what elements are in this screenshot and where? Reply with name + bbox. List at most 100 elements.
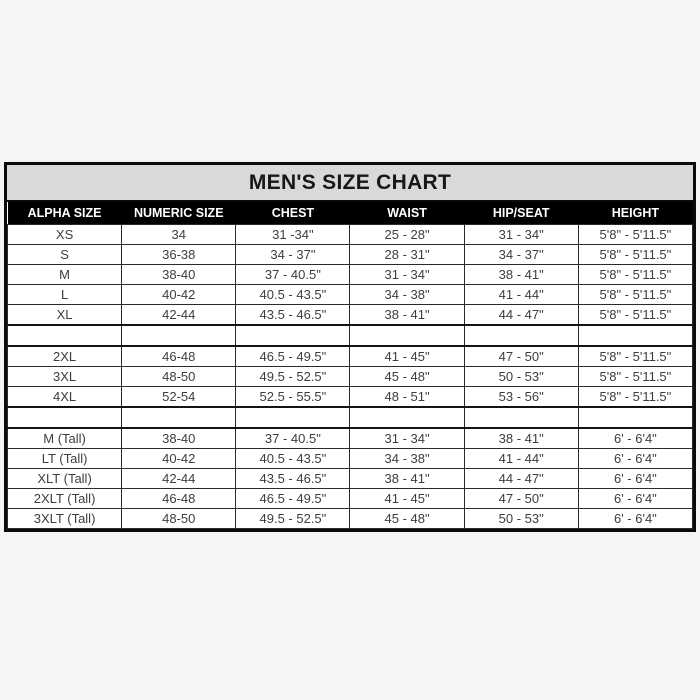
size-cell — [235, 406, 351, 429]
size-cell — [577, 324, 694, 347]
size-cell: 46-48 — [121, 488, 237, 509]
column-header-height: HEIGHT — [578, 202, 693, 225]
size-cell: 5'8" - 5'11.5" — [577, 224, 694, 245]
size-cell: 41 - 44" — [463, 448, 579, 469]
size-cell: 38 - 41" — [349, 468, 465, 489]
size-cell: 44 - 47" — [463, 468, 579, 489]
size-cell: 40-42 — [121, 448, 237, 469]
size-cell: 5'8" - 5'11.5" — [577, 264, 694, 285]
size-cell: 31 - 34" — [349, 427, 465, 449]
size-cell: 42-44 — [121, 468, 237, 489]
size-cell: 5'8" - 5'11.5" — [577, 304, 694, 326]
column-header-numeric-size: NUMERIC SIZE — [121, 202, 236, 225]
size-cell: 5'8" - 5'11.5" — [577, 366, 694, 387]
size-cell: 5'8" - 5'11.5" — [577, 386, 694, 408]
size-cell: 43.5 - 46.5" — [235, 304, 351, 326]
size-cell: L — [6, 284, 123, 305]
size-cell: 31 -34" — [235, 224, 351, 245]
size-cell: 37 - 40.5" — [235, 427, 351, 449]
table-row: XS 34 31 -34" 25 - 28" 31 - 34" 5'8" - 5… — [6, 224, 694, 245]
table-row: 2XL 46-48 46.5 - 49.5" 41 - 45" 47 - 50"… — [6, 345, 694, 367]
size-cell: 48-50 — [121, 508, 237, 529]
table-row: S 36-38 34 - 37" 28 - 31" 34 - 37" 5'8" … — [6, 244, 694, 265]
size-cell — [463, 324, 579, 347]
size-cell: 34 - 38" — [349, 284, 465, 305]
size-cell — [121, 406, 237, 429]
size-cell: LT (Tall) — [6, 448, 123, 469]
size-cell: 38-40 — [121, 264, 237, 285]
table-row: XLT (Tall) 42-44 43.5 - 46.5" 38 - 41" 4… — [6, 468, 694, 489]
size-cell: 38 - 41" — [349, 304, 465, 326]
table-row: LT (Tall) 40-42 40.5 - 43.5" 34 - 38" 41… — [6, 448, 694, 469]
size-cell: 48 - 51" — [349, 386, 465, 408]
size-cell: 6' - 6'4" — [577, 488, 694, 509]
size-cell: 40-42 — [121, 284, 237, 305]
size-cell: 48-50 — [121, 366, 237, 387]
size-cell: 4XL — [6, 386, 123, 408]
size-cell: 31 - 34" — [349, 264, 465, 285]
size-chart: MEN'S SIZE CHART ALPHA SIZE NUMERIC SIZE… — [4, 162, 696, 532]
size-cell: 41 - 45" — [349, 345, 465, 367]
size-cell: 38-40 — [121, 427, 237, 449]
size-cell — [349, 406, 465, 429]
size-cell: 45 - 48" — [349, 366, 465, 387]
size-cell: 49.5 - 52.5" — [235, 366, 351, 387]
size-cell: 6' - 6'4" — [577, 468, 694, 489]
size-cell: 53 - 56" — [463, 386, 579, 408]
column-header-waist: WAIST — [349, 202, 465, 225]
size-cell: 2XLT (Tall) — [6, 488, 123, 509]
column-header-alpha-size: ALPHA SIZE — [7, 202, 122, 225]
size-cell: 36-38 — [121, 244, 237, 265]
size-cell: S — [6, 244, 123, 265]
chart-title: MEN'S SIZE CHART — [7, 165, 693, 202]
size-cell: 40.5 - 43.5" — [235, 284, 351, 305]
size-cell: 25 - 28" — [349, 224, 465, 245]
size-cell: XLT (Tall) — [6, 468, 123, 489]
header-row: ALPHA SIZE NUMERIC SIZE CHEST WAIST HIP/… — [7, 202, 693, 225]
size-cell: 37 - 40.5" — [235, 264, 351, 285]
table-row: 4XL 52-54 52.5 - 55.5" 48 - 51" 53 - 56"… — [6, 386, 694, 408]
table-row: M 38-40 37 - 40.5" 31 - 34" 38 - 41" 5'8… — [6, 264, 694, 285]
size-cell: 34 — [121, 224, 237, 245]
size-cell: 6' - 6'4" — [577, 427, 694, 449]
size-cell — [121, 324, 237, 347]
table-row: L 40-42 40.5 - 43.5" 34 - 38" 41 - 44" 5… — [6, 284, 694, 305]
size-cell: 3XLT (Tall) — [6, 508, 123, 529]
size-cell: XL — [6, 304, 123, 326]
size-cell — [463, 406, 579, 429]
size-cell: 47 - 50" — [463, 488, 579, 509]
size-cell — [6, 324, 123, 347]
size-cell: 47 - 50" — [463, 345, 579, 367]
column-header-hip-seat: HIP/SEAT — [464, 202, 579, 225]
spacer-row — [6, 406, 694, 429]
size-cell: 3XL — [6, 366, 123, 387]
table-row: 3XL 48-50 49.5 - 52.5" 45 - 48" 50 - 53"… — [6, 366, 694, 387]
size-cell — [6, 406, 123, 429]
size-cell: 41 - 45" — [349, 488, 465, 509]
size-table: ALPHA SIZE NUMERIC SIZE CHEST WAIST HIP/… — [6, 202, 694, 529]
size-cell: 38 - 41" — [463, 427, 579, 449]
size-cell: 34 - 37" — [235, 244, 351, 265]
size-cell: 2XL — [6, 345, 123, 367]
size-cell: 46.5 - 49.5" — [235, 345, 351, 367]
size-cell: 43.5 - 46.5" — [235, 468, 351, 489]
spacer-row — [6, 324, 694, 347]
size-cell — [349, 324, 465, 347]
size-cell: M (Tall) — [6, 427, 123, 449]
size-cell: 28 - 31" — [349, 244, 465, 265]
table-row: XL 42-44 43.5 - 46.5" 38 - 41" 44 - 47" … — [6, 304, 694, 326]
size-cell: 5'8" - 5'11.5" — [577, 284, 694, 305]
size-cell: 34 - 38" — [349, 448, 465, 469]
size-cell: 49.5 - 52.5" — [235, 508, 351, 529]
size-cell: 50 - 53" — [463, 508, 579, 529]
size-cell: 44 - 47" — [463, 304, 579, 326]
size-cell: 46.5 - 49.5" — [235, 488, 351, 509]
size-cell: 5'8" - 5'11.5" — [577, 345, 694, 367]
size-cell: 5'8" - 5'11.5" — [577, 244, 694, 265]
size-cell: 6' - 6'4" — [577, 508, 694, 529]
size-cell: 31 - 34" — [463, 224, 579, 245]
size-cell: 42-44 — [121, 304, 237, 326]
size-cell: 38 - 41" — [463, 264, 579, 285]
column-header-chest: CHEST — [235, 202, 350, 225]
size-cell: 6' - 6'4" — [577, 448, 694, 469]
